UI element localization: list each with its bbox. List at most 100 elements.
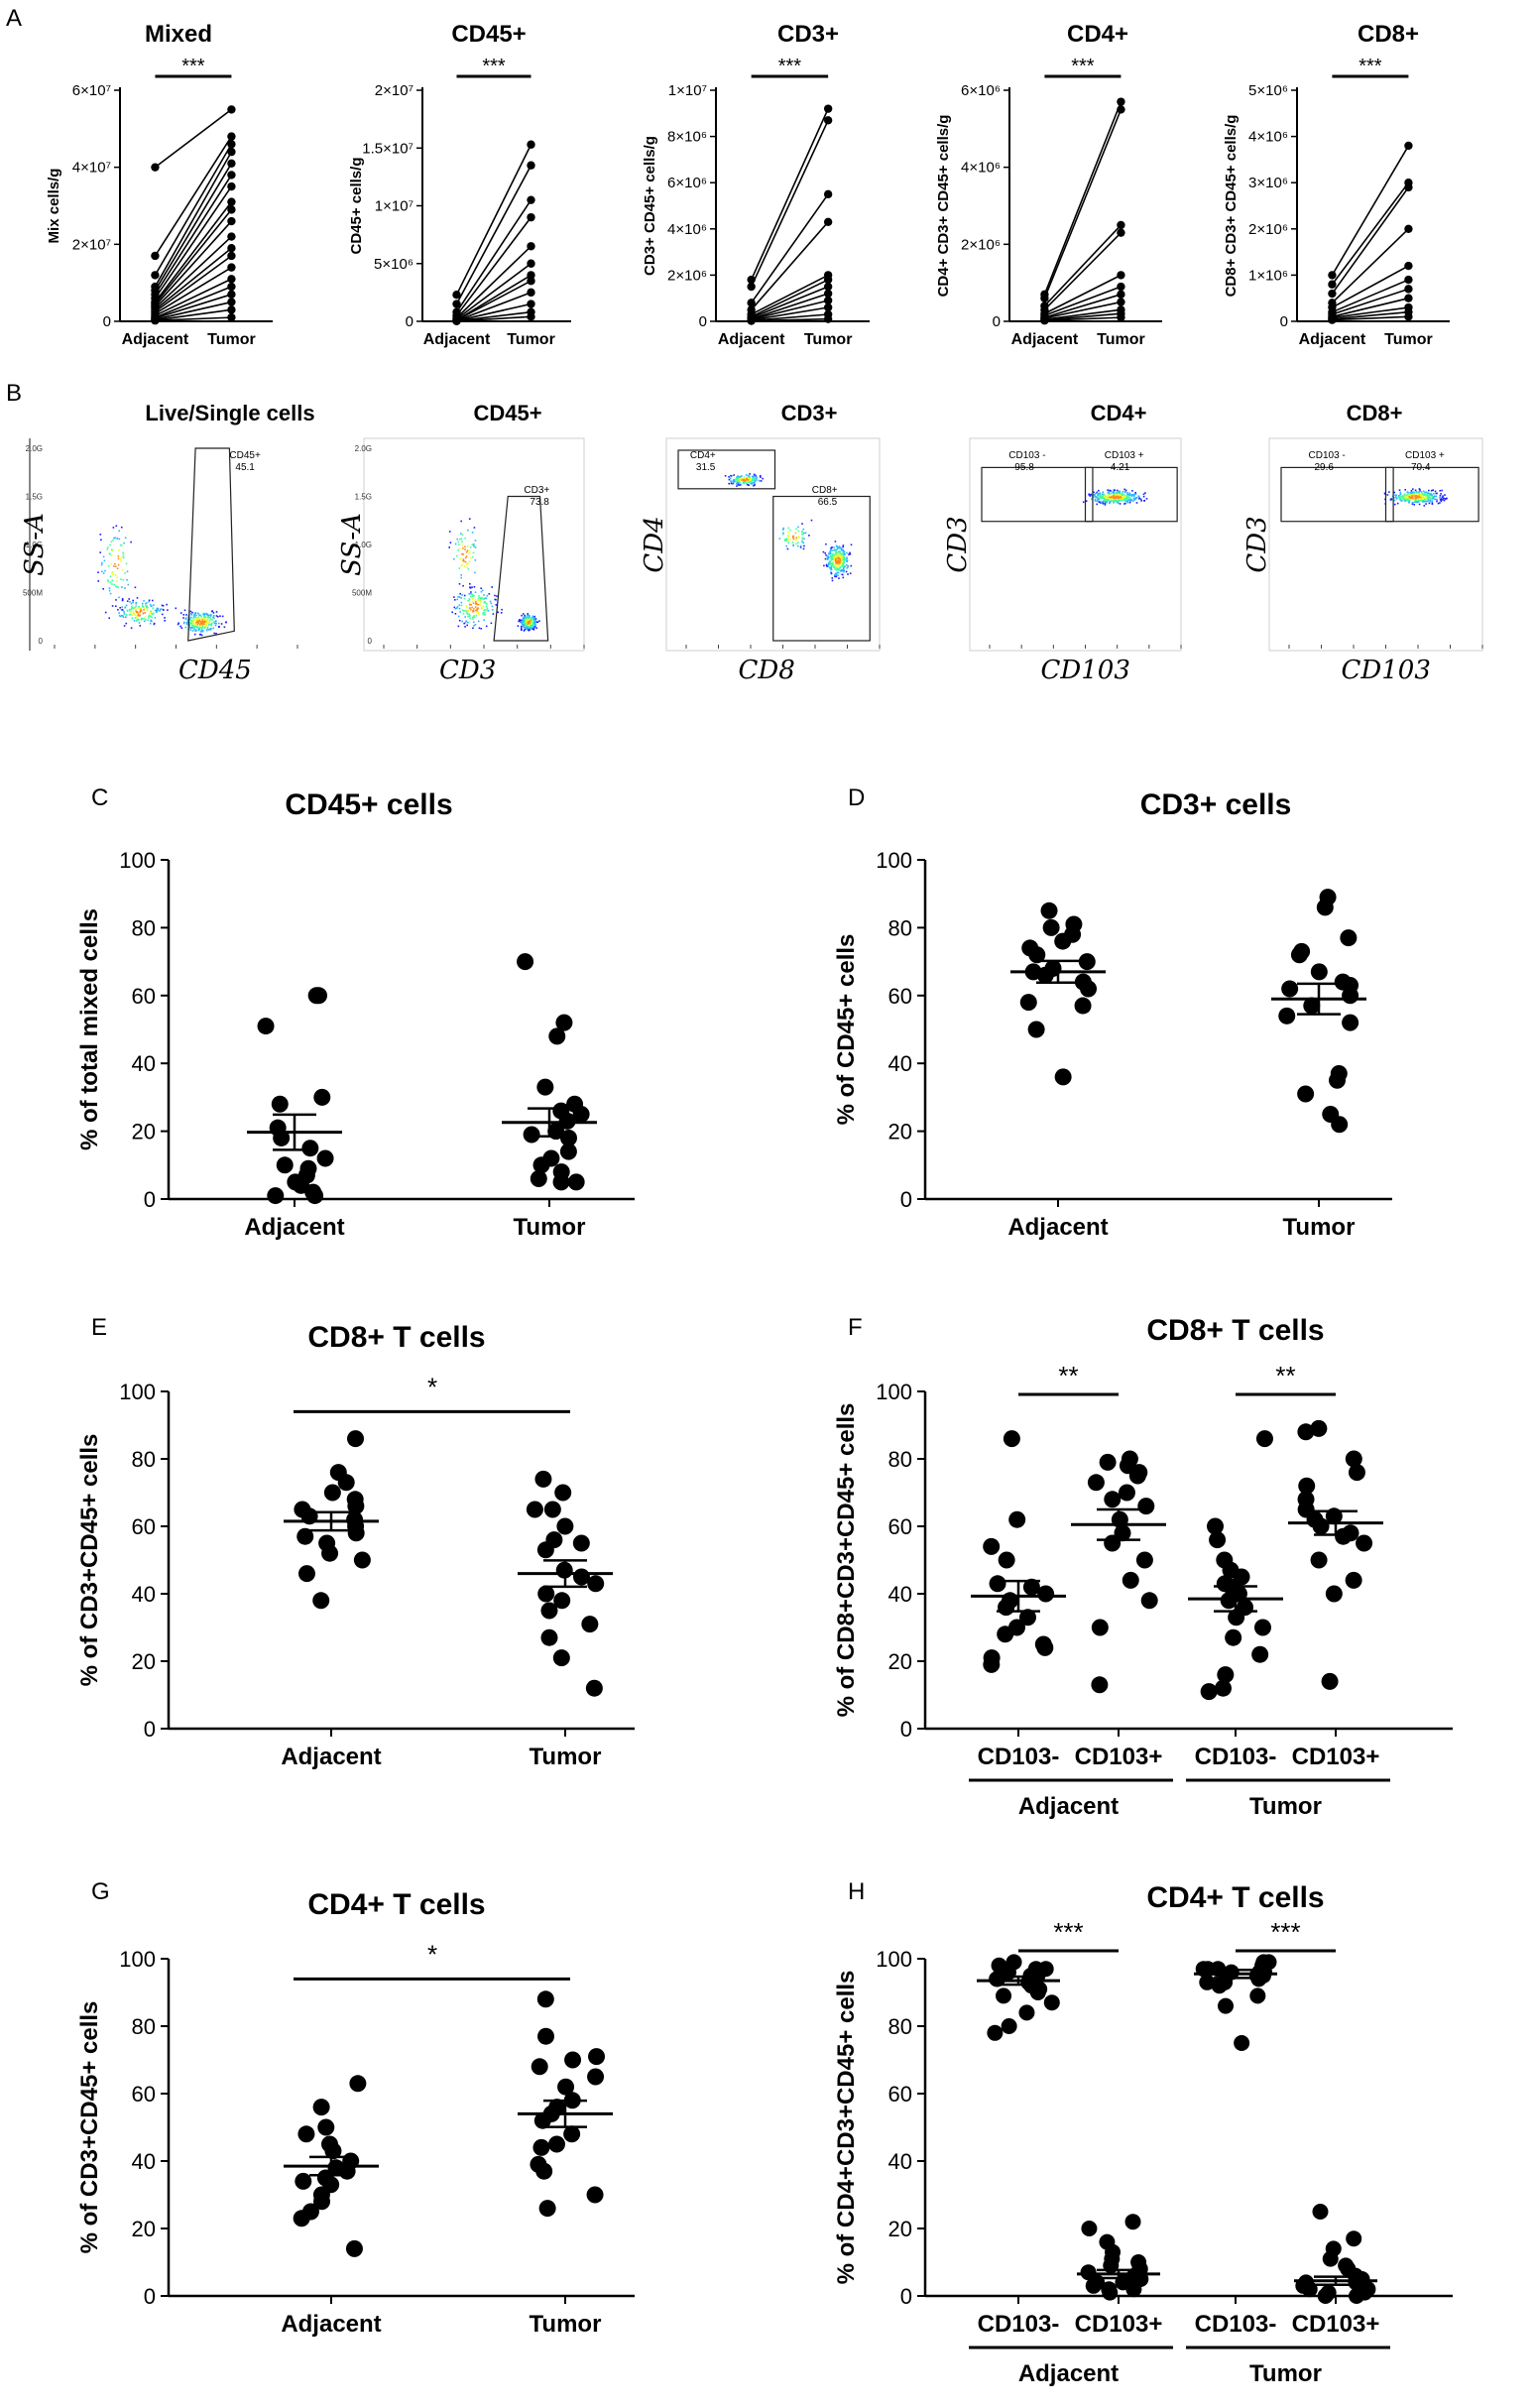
event-dot: [462, 584, 464, 587]
data-point-tumor: [227, 147, 236, 157]
x-category-label: Adjacent: [718, 331, 785, 348]
event-dot: [213, 632, 215, 635]
data-point: [1225, 1628, 1242, 1646]
event-dot: [831, 558, 834, 560]
panel-letter-d: D: [848, 784, 865, 811]
y-tick-label: 20: [132, 1120, 156, 1144]
event-dot: [1406, 500, 1408, 502]
data-point-tumor: [823, 314, 833, 323]
event-dot: [1407, 497, 1409, 499]
event-dot: [849, 552, 852, 555]
y-tick-label: 60: [132, 2082, 156, 2107]
event-dot: [842, 573, 844, 576]
event-dot: [526, 621, 529, 624]
event-dot: [1122, 498, 1125, 501]
data-point: [301, 1140, 319, 1157]
data-point: [572, 1106, 590, 1123]
event-dot: [525, 616, 528, 619]
event-dot: [1426, 496, 1428, 499]
event-dot: [1115, 494, 1117, 497]
event-dot: [843, 566, 846, 568]
event-dot: [1422, 498, 1424, 500]
event-dot: [1124, 500, 1126, 502]
event-dot: [1116, 489, 1119, 492]
event-dot: [471, 532, 474, 534]
event-dot: [207, 614, 209, 617]
x-category-label: Adjacent: [1007, 1214, 1108, 1241]
event-dot: [1116, 493, 1118, 496]
event-dot: [134, 617, 137, 619]
event-dot: [132, 607, 135, 610]
data-point: [310, 987, 328, 1005]
event-dot: [1404, 495, 1406, 498]
data-point: [267, 1187, 285, 1205]
event-dot: [843, 569, 845, 572]
event-dot: [462, 547, 464, 549]
data-point: [1346, 2230, 1362, 2247]
event-dot: [525, 625, 528, 627]
event-dot: [474, 624, 477, 626]
event-dot: [527, 623, 530, 626]
event-dot: [464, 610, 467, 612]
x-category-label: Adjacent: [1299, 331, 1366, 348]
event-dot: [457, 596, 459, 598]
event-dot: [196, 627, 198, 629]
event-dot: [787, 542, 789, 543]
event-dot: [803, 544, 805, 547]
y-tick-label: 5×10⁶: [374, 256, 414, 273]
event-dot: [842, 576, 845, 579]
event-dot: [471, 593, 474, 596]
event-dot: [840, 573, 843, 575]
event-dot: [467, 529, 469, 532]
event-dot: [190, 616, 192, 619]
paired-line: [1044, 312, 1122, 321]
gate-value: 4.21: [1111, 462, 1130, 473]
event-dot: [1395, 498, 1398, 500]
event-dot: [464, 556, 467, 559]
event-dot: [830, 559, 833, 561]
event-dot: [97, 571, 99, 573]
event-dot: [483, 612, 486, 614]
event-dot: [1108, 490, 1111, 493]
flow-y-axis-label: CD4: [640, 516, 669, 572]
event-dot: [739, 478, 742, 480]
flow-cytometry-layer: Live/Single cellsCD45+45.12.0G1.5G1.0G50…: [20, 401, 1483, 685]
event-dot: [133, 620, 136, 622]
event-dot: [530, 627, 532, 630]
event-dot: [1444, 498, 1447, 500]
data-point-tumor: [1117, 298, 1125, 306]
event-dot: [1430, 489, 1433, 492]
event-dot: [835, 561, 838, 564]
event-dot: [1398, 489, 1401, 491]
data-point: [1316, 899, 1334, 916]
event-dot: [471, 543, 474, 546]
event-dot: [837, 551, 839, 553]
event-dot: [120, 544, 123, 546]
event-dot: [115, 599, 117, 601]
event-dot: [111, 579, 114, 582]
y-tick-label: 100: [119, 848, 156, 873]
event-dot: [473, 610, 475, 613]
event-dot: [210, 624, 212, 627]
data-point-tumor: [227, 205, 236, 214]
data-point: [543, 1501, 561, 1518]
gate-value: 45.1: [235, 462, 255, 473]
y-axis-label: % of CD4+CD3+CD45+ cells: [833, 1971, 860, 2285]
event-dot: [461, 564, 464, 566]
event-dot: [1429, 493, 1432, 495]
x-category-label: Tumor: [507, 331, 555, 348]
significance-label: ***: [1270, 1917, 1300, 1947]
paired-line: [455, 165, 532, 304]
event-dot: [193, 614, 195, 616]
event-dot: [1107, 491, 1110, 493]
y-tick-label: 100: [876, 1947, 912, 1972]
event-dot: [461, 594, 463, 596]
event-dot: [832, 564, 834, 566]
event-dot: [527, 629, 530, 631]
chart-title: CD4+ T cells: [1146, 1881, 1324, 1914]
group-label: Adjacent: [1018, 2360, 1119, 2387]
event-dot: [477, 620, 480, 623]
event-dot: [1100, 495, 1102, 497]
panel-letter-h: H: [848, 1878, 865, 1905]
